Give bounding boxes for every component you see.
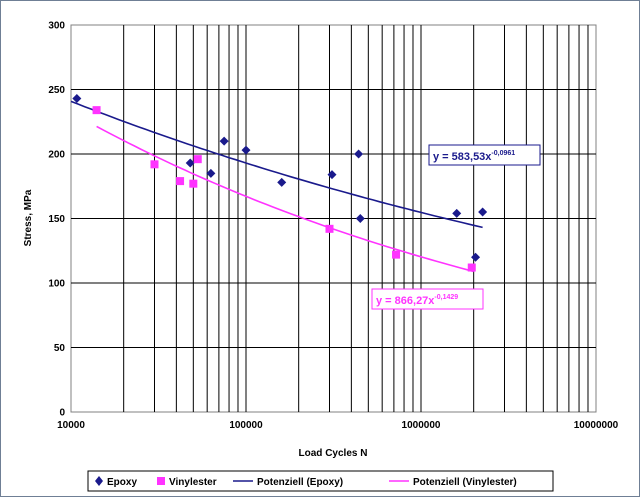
point-epoxy xyxy=(219,136,229,146)
point-epoxy xyxy=(277,177,287,187)
x-tick-label: 1000000 xyxy=(402,420,441,431)
y-tick-label: 200 xyxy=(48,150,65,161)
equation-label-vinylester: y = 866,27x-0,1429 xyxy=(371,288,484,310)
trendlines xyxy=(70,100,483,273)
legend-label-vinylester: Vinylester xyxy=(169,477,217,488)
axis-ticks: 0 50 100 150 200 250 300 10000 100000 1000000 1000… xyxy=(48,21,618,432)
svg-text:y = 583,53x-0,0961: y = 583,53x-0,0961 xyxy=(433,150,515,163)
point-vinylester xyxy=(150,160,159,169)
legend-label-epoxy: Epoxy xyxy=(107,477,137,488)
data-points xyxy=(72,94,488,272)
y-tick-label: 50 xyxy=(54,343,66,354)
y-tick-label: 0 xyxy=(59,408,65,419)
y-tick-label: 300 xyxy=(48,21,65,32)
point-vinylester xyxy=(176,177,185,186)
y-tick-label: 250 xyxy=(48,85,65,96)
x-tick-label: 100000 xyxy=(229,420,263,431)
point-epoxy xyxy=(478,207,488,217)
equation-vinylester: y = 866,27x xyxy=(376,295,435,307)
legend-label-vinylester-trend: Potenziell (Vinylester) xyxy=(413,477,517,488)
point-vinylester xyxy=(193,155,202,164)
point-epoxy xyxy=(355,214,365,223)
legend-marker-vinylester xyxy=(157,477,165,485)
y-tick-label: 100 xyxy=(48,279,65,290)
legend-marker-epoxy xyxy=(95,476,103,486)
y-axis-label: Stress, MPa xyxy=(23,189,34,246)
point-epoxy xyxy=(185,158,195,168)
grid xyxy=(71,25,596,412)
equation-label-epoxy: y = 583,53x-0,0961 xyxy=(428,144,541,166)
point-vinylester xyxy=(92,106,101,115)
x-tick-label: 10000 xyxy=(57,420,85,431)
point-vinylester xyxy=(392,250,401,259)
exponent-vinylester: -0,1429 xyxy=(434,294,458,301)
svg-text:y = 866,27x-0,1429: y = 866,27x-0,1429 xyxy=(376,294,458,307)
exponent-epoxy: -0,0961 xyxy=(491,150,515,157)
y-tick-label: 150 xyxy=(48,214,65,225)
x-tick-label: 10000000 xyxy=(574,420,619,431)
point-vinylester xyxy=(325,224,334,233)
legend: Epoxy Vinylester Potenziell (Epoxy) Pote… xyxy=(87,470,554,492)
point-epoxy xyxy=(452,208,462,218)
point-epoxy xyxy=(72,94,82,104)
legend-label-epoxy-trend: Potenziell (Epoxy) xyxy=(257,477,343,488)
point-vinylester xyxy=(467,263,476,272)
point-epoxy xyxy=(471,252,481,262)
equation-epoxy: y = 583,53x xyxy=(433,151,492,163)
point-epoxy xyxy=(354,149,364,159)
trendline-vinylester xyxy=(96,125,474,273)
point-vinylester xyxy=(189,179,198,188)
x-axis-label: Load Cycles N xyxy=(299,448,368,459)
point-epoxy xyxy=(241,145,251,155)
point-epoxy xyxy=(206,168,216,178)
trendline-epoxy xyxy=(70,100,483,229)
point-epoxy xyxy=(327,170,337,180)
